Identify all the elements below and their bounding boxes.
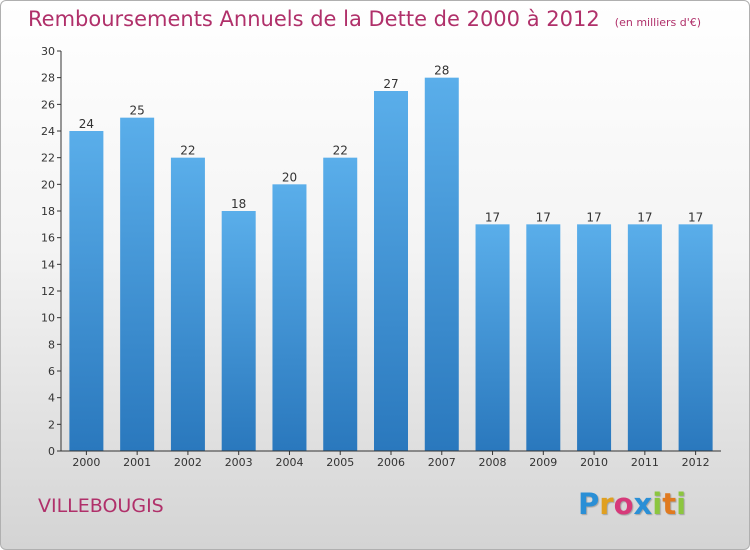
- data-label: 17: [586, 210, 601, 224]
- x-tick-label: 2001: [123, 456, 151, 469]
- data-label: 20: [282, 170, 297, 184]
- x-tick-label: 2010: [580, 456, 608, 469]
- data-label: 17: [637, 210, 652, 224]
- logo-letter: P: [578, 487, 600, 521]
- data-label: 27: [383, 77, 398, 91]
- y-tick-label: 0: [48, 445, 55, 458]
- x-tick-label: 2007: [428, 456, 456, 469]
- y-tick-label: 26: [41, 98, 55, 111]
- x-tick-label: 2005: [326, 456, 354, 469]
- y-tick-label: 6: [48, 365, 55, 378]
- x-tick-label: 2003: [225, 456, 253, 469]
- data-label: 28: [434, 64, 449, 78]
- x-tick-label: 2008: [479, 456, 507, 469]
- data-label: 17: [536, 210, 551, 224]
- x-tick-label: 2000: [72, 456, 100, 469]
- data-label: 24: [79, 117, 94, 131]
- x-tick-label: 2011: [631, 456, 659, 469]
- x-tick-label: 2004: [275, 456, 303, 469]
- x-axis: 2000 2001 2002 2003 2004 2005 2006 2007 2008 2009…: [61, 450, 721, 469]
- bar: [221, 211, 256, 451]
- y-tick-label: 14: [41, 258, 55, 271]
- x-tick-label: 2002: [174, 456, 202, 469]
- bar: [374, 91, 408, 451]
- logo-letter: i: [676, 487, 687, 521]
- bars: 24 25 22 18 20 22 27 28 17 17 17 17 17: [69, 64, 713, 452]
- commune-name: VILLEBOUGIS: [38, 495, 164, 517]
- chart-subtitle: (en milliers d'€): [614, 16, 702, 29]
- bar: [170, 157, 205, 451]
- data-label: 25: [130, 104, 145, 118]
- y-tick-label: 28: [41, 72, 55, 85]
- bar: [323, 157, 358, 451]
- bar: [678, 224, 713, 451]
- x-tick-label: 2012: [682, 456, 710, 469]
- data-label: 17: [485, 210, 500, 224]
- bar: [120, 117, 155, 452]
- chart-title: Remboursements Annuels de la Dette de 20…: [28, 7, 600, 31]
- data-label: 17: [688, 210, 703, 224]
- bar: [272, 184, 307, 452]
- logo-letter: o: [613, 487, 634, 521]
- bar: [526, 224, 561, 451]
- y-tick-label: 4: [48, 392, 55, 405]
- data-label: 18: [231, 197, 246, 211]
- logo-letter: i: [652, 487, 663, 521]
- y-tick-label: 24: [41, 125, 55, 138]
- logo-letter: r: [599, 487, 614, 521]
- y-tick-label: 20: [41, 178, 55, 191]
- y-tick-label: 16: [41, 232, 55, 245]
- data-label: 22: [180, 144, 195, 158]
- data-label: 22: [333, 144, 348, 158]
- y-tick-label: 12: [41, 285, 55, 298]
- logo-letter: x: [633, 487, 653, 521]
- bar: [424, 77, 459, 452]
- y-tick-label: 10: [41, 312, 55, 325]
- title-row: Remboursements Annuels de la Dette de 20…: [28, 7, 701, 31]
- bar: [475, 224, 510, 451]
- logo-letter: t: [662, 487, 677, 521]
- proxiti-logo: Proxiti: [578, 487, 686, 521]
- y-tick-label: 18: [41, 205, 55, 218]
- y-tick-label: 30: [41, 45, 55, 58]
- x-tick-label: 2009: [529, 456, 557, 469]
- bar: [627, 224, 662, 451]
- y-tick-label: 2: [48, 418, 55, 431]
- y-tick-label: 8: [48, 338, 55, 351]
- y-tick-label: 22: [41, 152, 55, 165]
- bar: [69, 131, 104, 451]
- x-tick-label: 2006: [377, 456, 405, 469]
- bar: [577, 224, 612, 451]
